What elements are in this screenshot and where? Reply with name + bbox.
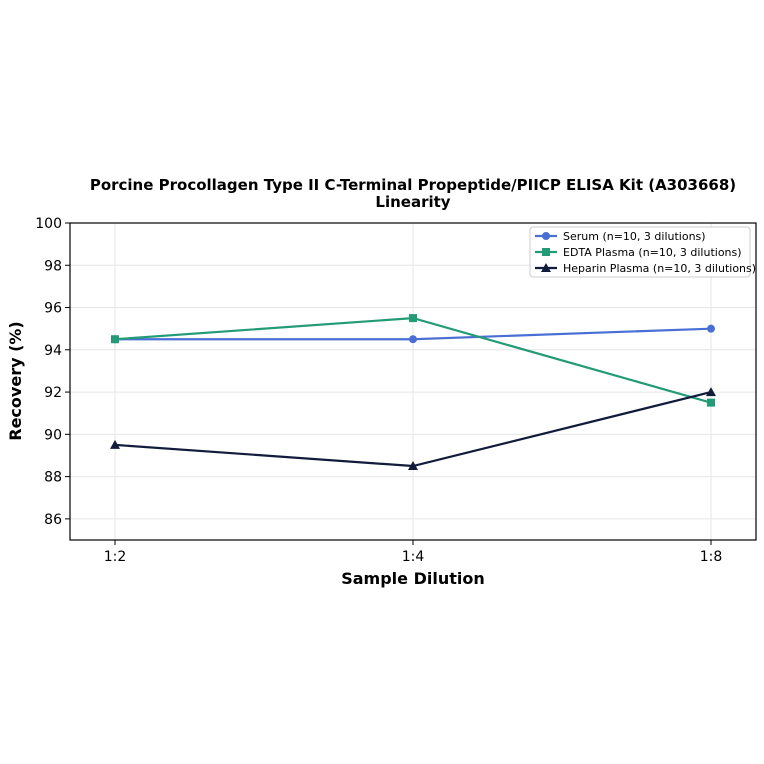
legend-marker <box>542 232 550 240</box>
data-point <box>409 314 417 323</box>
legend-label: Heparin Plasma (n=10, 3 dilutions) <box>563 262 756 275</box>
legend: Serum (n=10, 3 dilutions) EDTA Plasma (n=… <box>529 226 756 278</box>
x-tick-label: 1:8 <box>700 549 723 565</box>
data-point <box>707 398 715 407</box>
y-tick-label: 88 <box>44 470 62 486</box>
chart-title: Porcine Procollagen Type II C-Terminal P… <box>90 176 736 194</box>
series-2 <box>111 314 715 407</box>
x-tick-label: 1:4 <box>402 549 425 565</box>
legend-label: EDTA Plasma (n=10, 3 dilutions) <box>563 246 742 259</box>
y-tick-label: 98 <box>44 258 62 274</box>
legend-item: EDTA Plasma (n=10, 3 dilutions) <box>535 246 742 259</box>
data-point <box>110 439 120 449</box>
y-tick-label: 96 <box>44 301 62 317</box>
series-lines <box>110 314 716 471</box>
chart-subtitle: Linearity <box>375 193 450 211</box>
legend-label: Serum (n=10, 3 dilutions) <box>563 230 706 243</box>
plot-frame <box>69 222 757 541</box>
series-3 <box>110 387 716 471</box>
y-tick-label: 86 <box>44 512 62 528</box>
y-tick-label: 92 <box>44 385 62 401</box>
y-tick-label: 100 <box>35 216 62 232</box>
data-point <box>707 324 715 333</box>
y-axis-label: Recovery (%) <box>6 321 25 440</box>
data-point <box>408 461 418 471</box>
data-point <box>706 387 716 397</box>
legend-item: Heparin Plasma (n=10, 3 dilutions) <box>535 262 756 275</box>
legend-marker <box>541 263 551 272</box>
data-point <box>111 335 119 344</box>
legend-item: Serum (n=10, 3 dilutions) <box>535 230 706 243</box>
legend-box <box>529 226 751 278</box>
legend-marker <box>542 248 550 256</box>
y-tick-label: 94 <box>44 343 62 359</box>
y-axis-ticks: 86 88 90 92 94 96 98 100 <box>35 216 70 528</box>
y-tick-label: 90 <box>44 427 62 443</box>
data-point <box>409 335 417 344</box>
x-tick-label: 1:2 <box>104 549 127 565</box>
x-axis-ticks: 1:2 1:4 1:8 <box>104 540 723 565</box>
x-axis-label: Sample Dilution <box>341 569 485 588</box>
